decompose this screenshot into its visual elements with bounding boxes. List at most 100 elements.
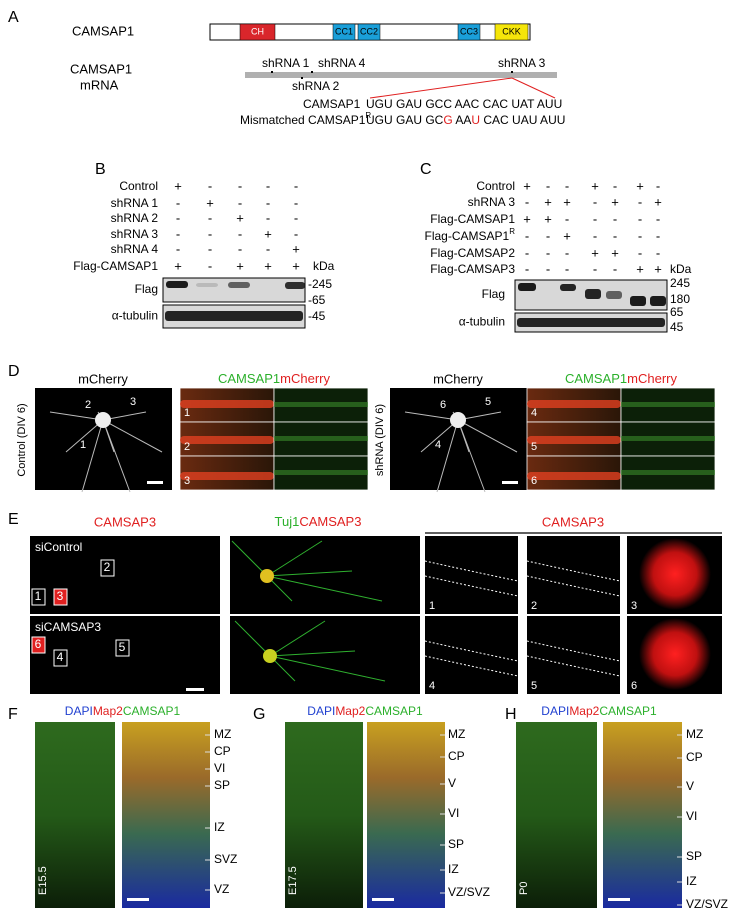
row-label: shRNA 4 [111, 242, 159, 256]
marker-label: 245 [670, 276, 690, 290]
cell-blob [639, 618, 711, 690]
domain-label: CH [251, 26, 264, 36]
label-part: CAMSAP3 [299, 514, 361, 529]
inset-green-process [274, 436, 368, 441]
row-label: Control [476, 179, 515, 193]
domain [239, 23, 276, 41]
inset-green-process [621, 470, 715, 475]
band [650, 296, 666, 306]
panel-label: E [8, 511, 19, 528]
neurite [436, 419, 459, 493]
layer-label: VZ/SVZ [448, 885, 490, 899]
neurite [231, 540, 268, 577]
condition-mark: - [208, 210, 212, 225]
inset-number: 3 [184, 475, 190, 487]
row-label: shRNA 1 [111, 196, 159, 210]
neurite [81, 419, 104, 493]
condition-mark: + [591, 245, 599, 260]
label-part: Map2 [93, 704, 123, 718]
marker-label: 180 [670, 292, 690, 306]
sequence: UGU GAU GCG AAU CAC UAU AUU [366, 113, 565, 127]
neurite [269, 650, 356, 657]
panel-label: H [505, 706, 517, 723]
domain [494, 23, 529, 41]
neurite [266, 570, 353, 577]
condition-mark: - [525, 261, 529, 276]
band [165, 311, 303, 321]
panel-label: G [253, 706, 265, 723]
micrograph [122, 722, 210, 908]
layer-label: SP [686, 849, 702, 863]
cell-label: 1 [80, 439, 86, 451]
domain-label: CKK [502, 26, 521, 36]
marker-label: 45 [670, 320, 684, 334]
cell-label: 3 [130, 396, 136, 408]
micrograph [35, 388, 172, 490]
neurite [404, 411, 459, 421]
condition-mark: - [525, 245, 529, 260]
callout-line [369, 77, 513, 99]
condition-mark: - [593, 228, 597, 243]
condition-mark: - [593, 211, 597, 226]
marker-label: 65 [670, 305, 684, 319]
neurite [49, 411, 104, 421]
roi-label: 5 [119, 640, 126, 654]
shrna-site [271, 71, 273, 73]
cell-label: 5 [485, 396, 491, 408]
row-label: Flag-CAMSAP1 [73, 259, 158, 273]
soma [263, 649, 277, 663]
label-part: CAMSAP1 [565, 371, 627, 386]
band [285, 282, 305, 289]
cell-blob [639, 538, 711, 610]
panel-label: C [420, 161, 432, 178]
inset-process [527, 436, 621, 444]
merge-label: CAMSAP1mCherry [218, 371, 330, 386]
layer-label: V [448, 776, 456, 790]
micrograph [516, 722, 597, 908]
layer-label: IZ [448, 862, 459, 876]
label-part: Flag-CAMSAP1 [425, 229, 510, 243]
dotted-outline [526, 640, 621, 677]
blot-label: Flag [482, 287, 505, 301]
condition-mark: - [546, 245, 550, 260]
condition-mark: + [206, 195, 214, 210]
layer-label: CP [686, 750, 703, 764]
condition-mark: - [593, 261, 597, 276]
inset-green-process [274, 470, 368, 475]
micrograph [603, 722, 682, 908]
row-label: Control [119, 179, 158, 193]
stage-label: E17.5 [287, 866, 299, 895]
domain-label: CC2 [360, 26, 378, 36]
shrna-site [311, 71, 313, 73]
inset-number: 6 [631, 680, 637, 692]
domain-label: CC1 [335, 26, 353, 36]
condition-mark: - [565, 245, 569, 260]
condition-mark: - [294, 178, 298, 193]
blot-label: α-tubulin [112, 309, 158, 323]
row-label: Flag-CAMSAP2 [430, 246, 515, 260]
row-label: shRNA 3 [111, 227, 159, 241]
condition-mark: + [523, 178, 531, 193]
layer-label: SVZ [214, 852, 237, 866]
label-part: CAC UAU AUU [480, 113, 565, 127]
neurite [457, 419, 518, 453]
condition-mark: - [638, 211, 642, 226]
condition-mark: + [236, 210, 244, 225]
layer-label: VI [214, 761, 225, 775]
layer-label: MZ [214, 727, 231, 741]
inset-number: 1 [184, 407, 190, 419]
condition-mark: + [174, 178, 182, 193]
roi-box [31, 636, 46, 654]
neurite [65, 419, 104, 453]
condition-mark: - [176, 195, 180, 210]
band [228, 282, 250, 288]
inset [425, 536, 518, 614]
condition-label: siControl [35, 540, 82, 554]
shrna-site [511, 71, 513, 73]
panel-label: A [8, 9, 19, 26]
sequence: UGU GAU GCC AAC CAC UAT AUU [366, 97, 562, 111]
inset-number: 5 [531, 441, 537, 453]
roi-label: 6 [35, 637, 42, 651]
dotted-outline [424, 560, 519, 597]
stain-header: DAPIMap2CAMSAP1 [541, 704, 657, 718]
